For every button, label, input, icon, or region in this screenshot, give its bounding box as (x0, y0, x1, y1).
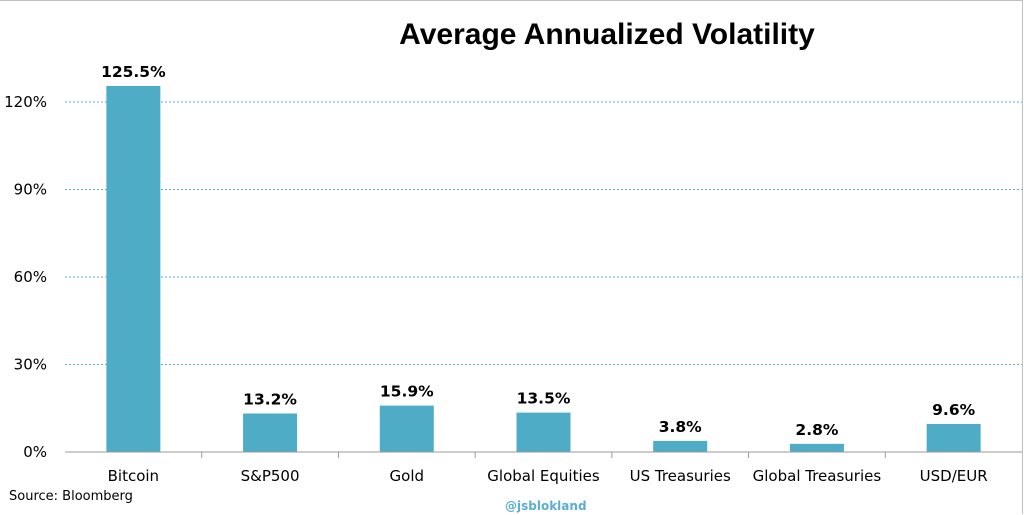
category-label: S&P500 (241, 467, 300, 485)
author-credit: @jsblokland (505, 499, 587, 513)
data-labels: 125.5% 13.2% 15.9% 13.5% 3.8% 2.8% 9.6% (101, 63, 976, 439)
bar (516, 412, 571, 452)
bar (379, 405, 434, 452)
bars (106, 85, 981, 452)
y-tick-label: 90% (14, 181, 47, 199)
bar (789, 443, 844, 452)
y-tick-label: 60% (14, 268, 47, 286)
gridlines (65, 101, 1022, 365)
bar (653, 440, 708, 452)
data-label: 125.5% (101, 63, 166, 81)
category-label: Bitcoin (108, 467, 159, 485)
bar (106, 85, 161, 452)
chart-title: Average Annualized Volatility (399, 18, 815, 51)
bar (926, 424, 981, 452)
category-labels: Bitcoin S&P500 Gold Global Equities US Treas… (108, 452, 988, 485)
category-label: US Treasuries (630, 467, 731, 485)
data-label: 13.2% (243, 391, 297, 409)
y-axis-ticks: 0% 30% 60% 90% 120% (4, 93, 47, 461)
data-label: 15.9% (380, 383, 434, 401)
data-label: 2.8% (795, 421, 838, 439)
category-label: Global Treasuries (753, 467, 882, 485)
category-label: Global Equities (487, 467, 600, 485)
y-tick-label: 120% (4, 93, 47, 111)
source-note: Source: Bloomberg (9, 489, 133, 504)
y-tick-label: 30% (14, 356, 47, 374)
bar (243, 413, 298, 452)
category-label: Gold (390, 467, 425, 485)
data-label: 9.6% (932, 401, 975, 419)
data-label: 3.8% (659, 418, 702, 436)
category-label: USD/EUR (920, 467, 988, 485)
y-tick-label: 0% (23, 443, 47, 461)
data-label: 13.5% (517, 390, 571, 408)
